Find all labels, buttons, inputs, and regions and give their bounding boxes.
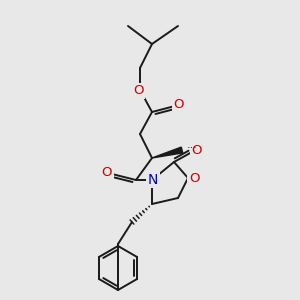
Text: O: O: [102, 167, 112, 179]
Text: O: O: [133, 85, 143, 98]
Text: O: O: [192, 145, 202, 158]
Text: O: O: [189, 172, 199, 184]
Text: ···: ···: [187, 143, 197, 153]
Polygon shape: [152, 147, 183, 158]
Text: N: N: [148, 173, 158, 187]
Text: O: O: [174, 98, 184, 112]
